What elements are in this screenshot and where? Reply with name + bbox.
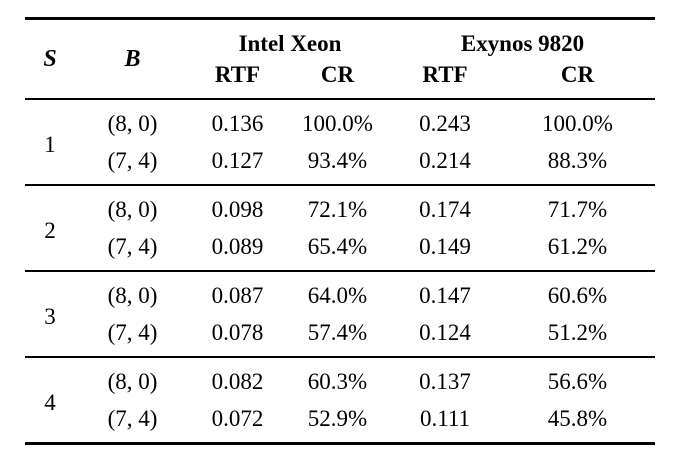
group-header-exynos-9820: Exynos 9820 (460, 31, 585, 56)
cell-exynos-cr: 56.6% (547, 369, 608, 394)
group-s4: 4 (8, 0) 0.082 60.3% 0.137 56.6% (7, 4) … (25, 357, 655, 444)
cell-exynos-cr: 88.3% (547, 148, 608, 173)
cell-b: (8, 0) (107, 111, 158, 136)
col-header-intel-cr: CR (320, 62, 355, 87)
cell-b: (7, 4) (107, 320, 158, 345)
cell-intel-rtf: 0.127 (211, 148, 264, 173)
cell-intel-rtf: 0.136 (211, 111, 264, 136)
cell-exynos-rtf: 0.174 (419, 197, 471, 222)
cell-exynos-rtf: 0.147 (419, 283, 471, 308)
table-row: 1 (8, 0) 0.136 100.0% 0.243 100.0% (25, 99, 655, 157)
cell-intel-rtf: 0.098 (211, 197, 264, 222)
cell-exynos-cr: 60.6% (547, 283, 608, 308)
cell-intel-cr: 72.1% (307, 197, 368, 222)
cell-exynos-rtf: 0.214 (419, 148, 471, 173)
table-header: S B Intel Xeon Exynos 9820 RTF CR RTF CR (25, 19, 655, 99)
col-header-s: S (43, 45, 57, 72)
cell-intel-cr: 65.4% (307, 234, 368, 259)
cell-intel-cr: 100.0% (302, 111, 373, 136)
table-row: 4 (8, 0) 0.082 60.3% 0.137 56.6% (25, 357, 655, 415)
table-row: 3 (8, 0) 0.087 64.0% 0.147 60.6% (25, 271, 655, 329)
cell-exynos-rtf: 0.124 (419, 320, 471, 345)
cell-b: (8, 0) (107, 197, 158, 222)
col-header-intel-rtf: RTF (214, 62, 261, 87)
results-table-container: S B Intel Xeon Exynos 9820 RTF CR RTF CR… (25, 17, 655, 445)
cell-exynos-rtf: 0.149 (419, 234, 471, 259)
table-row: (7, 4) 0.089 65.4% 0.149 61.2% (25, 228, 655, 271)
table-row: (7, 4) 0.072 52.9% 0.111 45.8% (25, 400, 655, 444)
cell-b: (7, 4) (107, 148, 158, 173)
cell-s: 1 (44, 132, 56, 157)
group-s1: 1 (8, 0) 0.136 100.0% 0.243 100.0% (7, 4… (25, 99, 655, 185)
col-header-exynos-cr: CR (560, 62, 595, 87)
cell-intel-cr: 64.0% (307, 283, 368, 308)
cell-exynos-cr: 61.2% (547, 234, 608, 259)
header-row-groups: S B Intel Xeon Exynos 9820 (25, 19, 655, 72)
cell-exynos-rtf: 0.137 (419, 369, 471, 394)
cell-s: 3 (44, 304, 56, 329)
cell-exynos-cr: 71.7% (547, 197, 608, 222)
group-s2: 2 (8, 0) 0.098 72.1% 0.174 71.7% (7, 4) … (25, 185, 655, 271)
cell-exynos-rtf: 0.111 (419, 406, 471, 431)
cell-intel-rtf: 0.072 (211, 406, 264, 431)
results-table: S B Intel Xeon Exynos 9820 RTF CR RTF CR… (25, 17, 655, 445)
cell-intel-rtf: 0.078 (211, 320, 264, 345)
cell-s: 4 (44, 390, 56, 415)
cell-exynos-cr: 100.0% (542, 111, 613, 136)
cell-b: (8, 0) (107, 283, 158, 308)
cell-s: 2 (44, 218, 56, 243)
cell-intel-cr: 60.3% (307, 369, 368, 394)
cell-intel-cr: 93.4% (307, 148, 368, 173)
col-header-b: B (124, 45, 141, 72)
cell-intel-cr: 52.9% (307, 406, 368, 431)
cell-b: (7, 4) (107, 406, 158, 431)
cell-exynos-cr: 45.8% (547, 406, 608, 431)
header-row-metrics: RTF CR RTF CR (25, 59, 655, 99)
cell-intel-cr: 57.4% (307, 320, 368, 345)
table-row: 2 (8, 0) 0.098 72.1% 0.174 71.7% (25, 185, 655, 243)
group-s3: 3 (8, 0) 0.087 64.0% 0.147 60.6% (7, 4) … (25, 271, 655, 357)
col-header-exynos-rtf: RTF (422, 62, 468, 87)
cell-b: (7, 4) (107, 234, 158, 259)
cell-intel-rtf: 0.087 (211, 283, 264, 308)
cell-b: (8, 0) (107, 369, 158, 394)
cell-exynos-cr: 51.2% (547, 320, 608, 345)
table-row: (7, 4) 0.078 57.4% 0.124 51.2% (25, 314, 655, 357)
table-row: (7, 4) 0.127 93.4% 0.214 88.3% (25, 142, 655, 185)
group-header-intel-xeon: Intel Xeon (238, 31, 342, 56)
cell-intel-rtf: 0.089 (211, 234, 264, 259)
cell-exynos-rtf: 0.243 (419, 111, 471, 136)
cell-intel-rtf: 0.082 (211, 369, 264, 394)
